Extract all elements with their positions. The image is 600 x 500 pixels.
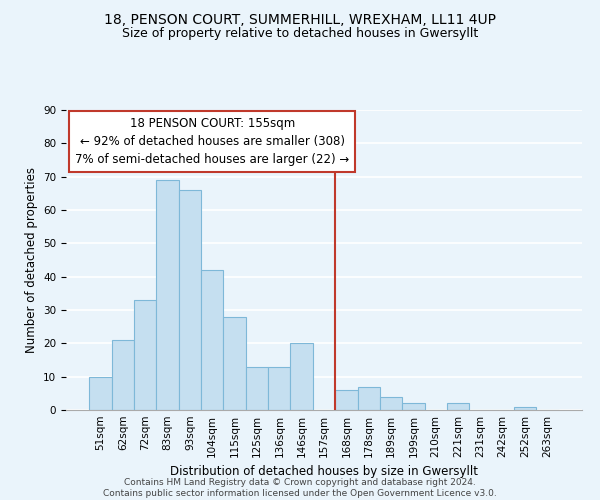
Bar [134, 300, 157, 410]
Bar [335, 390, 358, 410]
Bar [89, 376, 112, 410]
Bar [201, 270, 223, 410]
Bar [112, 340, 134, 410]
Bar [157, 180, 179, 410]
X-axis label: Distribution of detached houses by size in Gwersyllt: Distribution of detached houses by size … [170, 466, 478, 478]
Bar [380, 396, 402, 410]
Text: 18 PENSON COURT: 155sqm
← 92% of detached houses are smaller (308)
7% of semi-de: 18 PENSON COURT: 155sqm ← 92% of detache… [75, 116, 349, 166]
Bar [447, 404, 469, 410]
Bar [358, 386, 380, 410]
Y-axis label: Number of detached properties: Number of detached properties [25, 167, 38, 353]
Bar [246, 366, 268, 410]
Text: Contains HM Land Registry data © Crown copyright and database right 2024.
Contai: Contains HM Land Registry data © Crown c… [103, 478, 497, 498]
Bar [514, 406, 536, 410]
Bar [223, 316, 246, 410]
Text: 18, PENSON COURT, SUMMERHILL, WREXHAM, LL11 4UP: 18, PENSON COURT, SUMMERHILL, WREXHAM, L… [104, 12, 496, 26]
Text: Size of property relative to detached houses in Gwersyllt: Size of property relative to detached ho… [122, 28, 478, 40]
Bar [290, 344, 313, 410]
Bar [179, 190, 201, 410]
Bar [402, 404, 425, 410]
Bar [268, 366, 290, 410]
